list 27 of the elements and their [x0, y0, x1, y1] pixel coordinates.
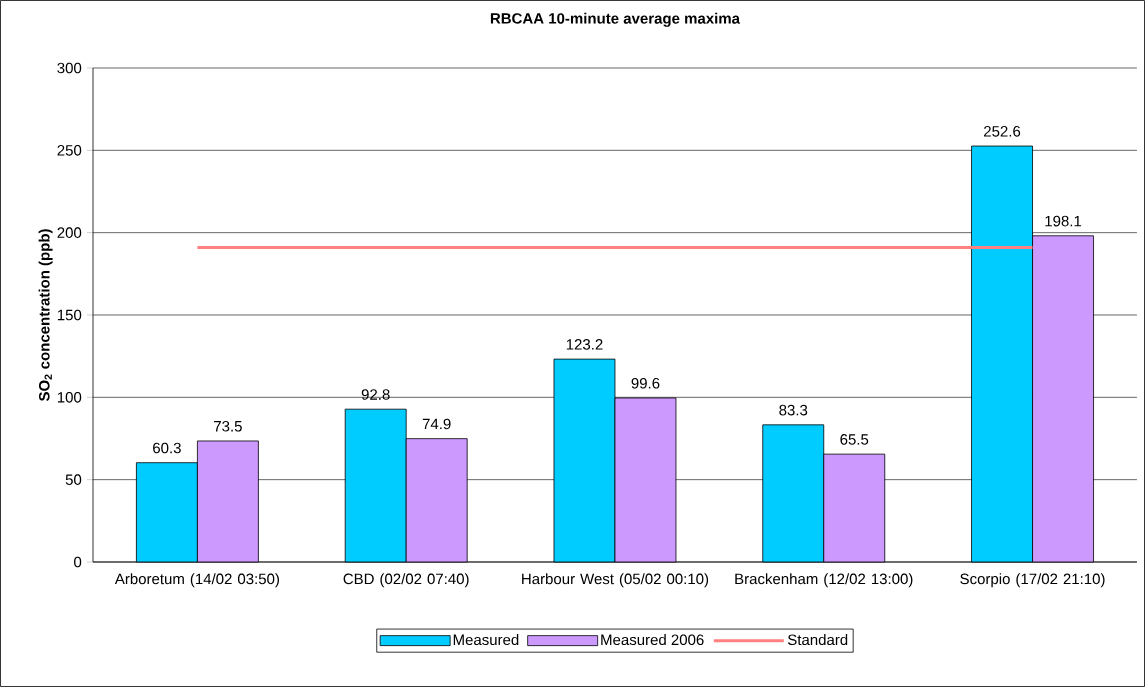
x-tick-label: Scorpio (17/02 21:10)	[960, 573, 1105, 588]
x-tick-label: CBD (02/02 07:40)	[343, 573, 469, 588]
x-tick-label: Harbour West (05/02 00:10)	[522, 573, 709, 588]
data-label: 252.6	[984, 126, 1021, 137]
y-tick-label: 200	[57, 227, 82, 238]
x-tick-label: Brackenham (12/02 13:00)	[735, 573, 913, 588]
y-axis-title: SO$_{2}$ concentration (ppb)	[38, 229, 53, 402]
legend-label: Measured 2006	[601, 634, 704, 646]
chart-title: RBCAA 10-minute average maxima	[490, 12, 741, 27]
data-label: 73.5	[214, 420, 242, 432]
data-label: 99.6	[631, 377, 660, 389]
y-tick-label: 0	[74, 556, 82, 568]
y-tick-label: 50	[65, 474, 82, 485]
data-label: 65.5	[840, 434, 869, 445]
legend-label: Standard	[787, 634, 848, 646]
y-tick-label: 300	[57, 62, 82, 74]
y-tick-label: 250	[57, 145, 82, 156]
data-label: 60.3	[153, 442, 181, 454]
data-label: 83.3	[779, 404, 808, 416]
data-label: 74.9	[422, 418, 451, 430]
y-tick-label: 150	[57, 309, 82, 321]
legend-label: Measured	[453, 634, 519, 646]
x-tick-label: Arboretum (14/02 03:50)	[114, 573, 279, 588]
y-tick-label: 100	[57, 392, 82, 403]
data-label: 123.2	[566, 339, 603, 350]
data-label: 198.1	[1045, 215, 1082, 227]
data-label: 92.8	[361, 389, 390, 400]
